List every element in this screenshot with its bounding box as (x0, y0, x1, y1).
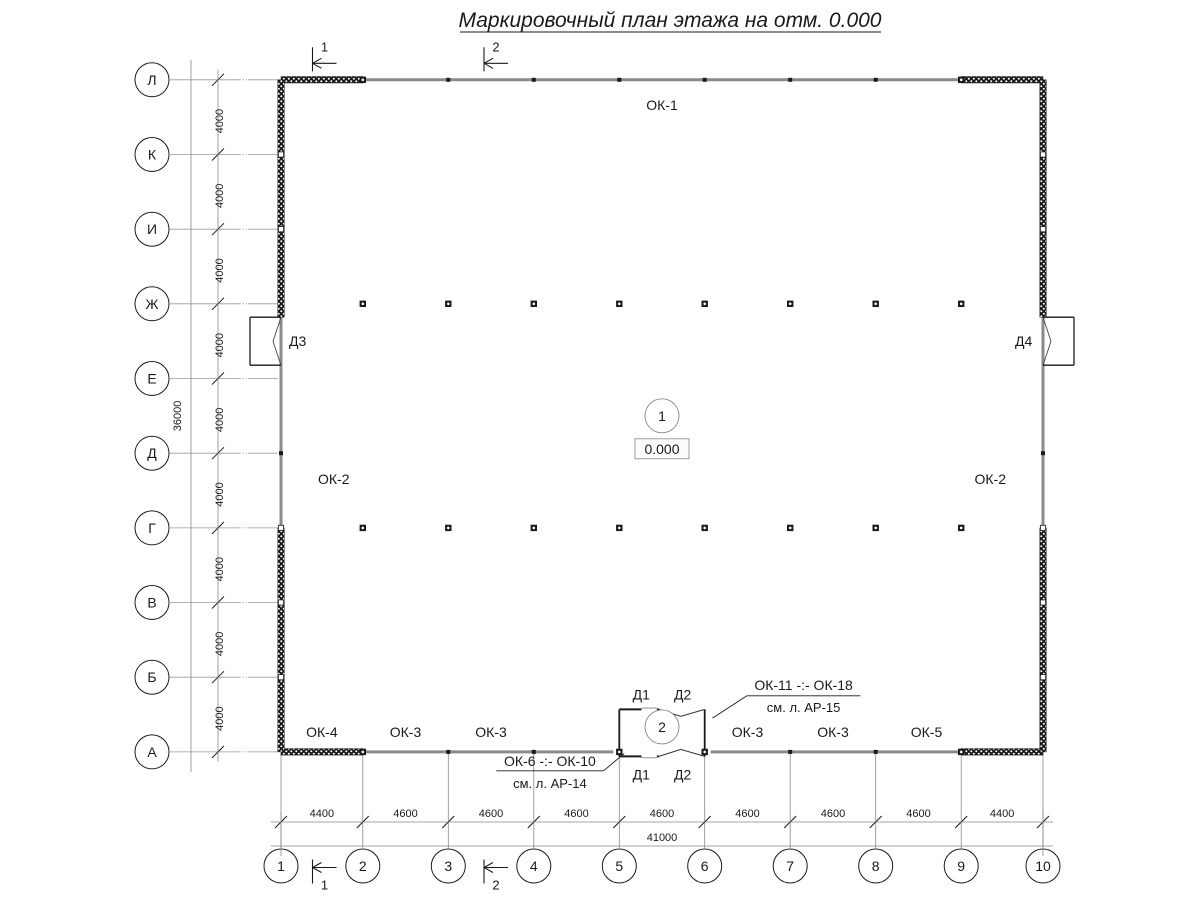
svg-text:4000: 4000 (214, 333, 226, 357)
svg-text:4400: 4400 (310, 808, 334, 820)
svg-text:Ж: Ж (146, 296, 159, 312)
svg-text:6: 6 (701, 858, 709, 874)
svg-text:9: 9 (957, 858, 965, 874)
svg-text:ОК-3: ОК-3 (475, 724, 507, 740)
svg-text:Д: Д (147, 445, 157, 461)
svg-text:ОК-3: ОК-3 (732, 724, 764, 740)
svg-text:4000: 4000 (214, 408, 226, 432)
svg-text:4: 4 (530, 858, 538, 874)
svg-text:0.000: 0.000 (644, 441, 679, 457)
svg-text:Д2: Д2 (674, 686, 691, 702)
svg-text:2: 2 (658, 719, 666, 735)
svg-text:4000: 4000 (214, 482, 226, 506)
svg-text:4000: 4000 (214, 557, 226, 581)
svg-text:4000: 4000 (214, 706, 226, 730)
svg-text:4000: 4000 (214, 632, 226, 656)
svg-text:4600: 4600 (906, 808, 930, 820)
svg-text:К: К (148, 147, 157, 163)
svg-text:3: 3 (444, 858, 452, 874)
svg-text:36000: 36000 (172, 401, 184, 432)
svg-text:Д3: Д3 (289, 333, 306, 349)
svg-text:ОК-2: ОК-2 (975, 471, 1007, 487)
svg-text:см. л. АР-15: см. л. АР-15 (767, 700, 841, 715)
svg-text:Г: Г (148, 520, 156, 536)
svg-text:Е: Е (147, 371, 156, 387)
svg-text:Д4: Д4 (1015, 333, 1032, 349)
svg-text:2: 2 (492, 878, 499, 893)
svg-text:10: 10 (1035, 858, 1051, 874)
svg-text:Б: Б (147, 669, 156, 685)
svg-text:И: И (147, 221, 157, 237)
svg-text:ОК-1: ОК-1 (646, 97, 678, 113)
svg-text:4000: 4000 (214, 184, 226, 208)
svg-text:1: 1 (277, 858, 285, 874)
svg-text:7: 7 (786, 858, 794, 874)
svg-text:ОК-3: ОК-3 (390, 724, 422, 740)
svg-text:4600: 4600 (735, 808, 759, 820)
svg-text:Маркировочный план этажа на от: Маркировочный план этажа на отм. 0.000 (459, 9, 882, 32)
svg-text:1: 1 (321, 39, 328, 54)
svg-text:см. л. АР-14: см. л. АР-14 (513, 776, 587, 791)
svg-text:ОК-4: ОК-4 (306, 724, 338, 740)
svg-text:4600: 4600 (650, 808, 674, 820)
svg-text:В: В (147, 595, 156, 611)
svg-text:Д1: Д1 (633, 686, 650, 702)
svg-text:5: 5 (615, 858, 623, 874)
svg-text:ОК-3: ОК-3 (817, 724, 849, 740)
svg-text:ОК-6 -:- ОК-10: ОК-6 -:- ОК-10 (504, 753, 596, 769)
svg-text:ОК-5: ОК-5 (911, 724, 943, 740)
svg-text:Д2: Д2 (674, 766, 691, 782)
svg-text:4600: 4600 (821, 808, 845, 820)
svg-text:1: 1 (321, 878, 328, 893)
svg-text:ОК-11 -:- ОК-18: ОК-11 -:- ОК-18 (754, 677, 853, 693)
svg-text:4000: 4000 (214, 258, 226, 282)
svg-text:А: А (147, 744, 157, 760)
svg-text:4600: 4600 (479, 808, 503, 820)
svg-text:1: 1 (658, 408, 666, 424)
svg-text:4600: 4600 (393, 808, 417, 820)
svg-text:4000: 4000 (214, 109, 226, 133)
svg-text:8: 8 (872, 858, 880, 874)
svg-text:2: 2 (492, 39, 499, 54)
svg-text:2: 2 (359, 858, 367, 874)
svg-text:41000: 41000 (647, 832, 678, 844)
svg-text:4600: 4600 (564, 808, 588, 820)
svg-text:Л: Л (147, 72, 156, 88)
svg-text:Д1: Д1 (633, 766, 650, 782)
svg-text:ОК-2: ОК-2 (318, 471, 350, 487)
svg-text:4400: 4400 (990, 808, 1014, 820)
